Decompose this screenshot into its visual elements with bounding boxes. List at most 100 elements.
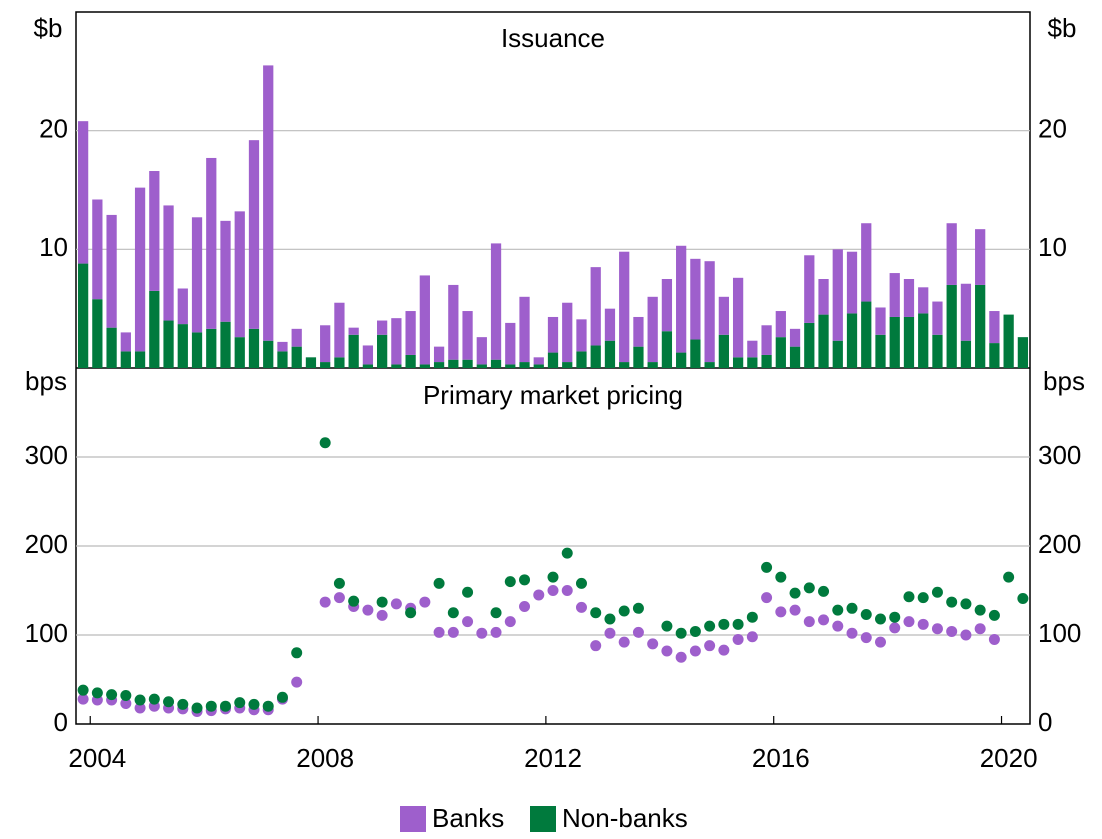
dot <box>433 577 445 589</box>
bar <box>106 327 117 368</box>
dot <box>889 611 901 623</box>
bar <box>590 345 601 368</box>
y-unit: bps <box>25 366 67 396</box>
bar <box>946 284 957 368</box>
dot <box>761 561 773 573</box>
dot <box>960 598 972 610</box>
bar <box>690 258 701 340</box>
bar <box>918 287 929 314</box>
dot <box>874 613 886 625</box>
dot <box>818 614 830 626</box>
dot <box>77 693 89 705</box>
bar <box>704 362 715 368</box>
dot <box>632 626 644 638</box>
dot <box>319 596 331 608</box>
dot <box>917 592 929 604</box>
bar <box>134 351 146 368</box>
dot <box>348 595 360 607</box>
dot <box>846 602 858 614</box>
bar <box>320 362 331 368</box>
bar <box>818 314 829 368</box>
bar <box>206 328 217 368</box>
dot <box>291 647 303 659</box>
bar <box>505 322 516 365</box>
dot <box>661 645 673 657</box>
dot <box>775 571 787 583</box>
dot <box>718 644 730 656</box>
bar <box>77 263 89 368</box>
dot <box>490 607 502 619</box>
bar <box>163 205 174 321</box>
dot <box>177 698 189 710</box>
bar <box>163 320 174 368</box>
bar <box>590 267 601 346</box>
panel-title: Primary market pricing <box>423 380 683 410</box>
dot <box>946 596 958 608</box>
bar <box>134 187 146 352</box>
dot <box>234 697 246 709</box>
legend-swatch <box>400 806 426 832</box>
y-tick-label: 300 <box>1038 440 1081 470</box>
y-tick-label: 0 <box>54 707 68 737</box>
bar <box>348 334 359 368</box>
dot <box>1017 593 1029 605</box>
dot <box>689 645 701 657</box>
dot <box>120 690 132 702</box>
bar <box>377 320 388 335</box>
bar <box>419 364 430 368</box>
bar <box>975 229 986 285</box>
bar <box>647 296 658 363</box>
bar <box>149 171 160 291</box>
bar <box>661 331 673 368</box>
bar <box>889 316 900 368</box>
bar <box>861 301 872 368</box>
bar <box>903 316 915 368</box>
dot <box>120 698 132 710</box>
dot <box>575 577 587 589</box>
dot <box>647 638 659 650</box>
bar <box>533 364 544 368</box>
dot <box>832 620 844 632</box>
bar <box>619 251 630 363</box>
y-tick-label: 10 <box>39 232 68 262</box>
bar <box>704 261 715 363</box>
dot <box>376 609 388 621</box>
dot <box>732 618 744 630</box>
x-tick-label: 2004 <box>68 743 126 773</box>
legend-label: Non-banks <box>562 803 688 833</box>
bar <box>448 359 459 368</box>
dot <box>333 577 345 589</box>
bar <box>804 322 815 368</box>
bar <box>405 354 416 368</box>
bar <box>875 307 886 335</box>
bar <box>334 357 345 368</box>
dot <box>390 598 402 610</box>
y-tick-label: 20 <box>1038 114 1067 144</box>
dot <box>803 616 815 628</box>
bar <box>405 311 416 355</box>
bar <box>775 337 786 368</box>
dot <box>291 676 303 688</box>
bar <box>604 308 616 341</box>
bar <box>291 346 302 368</box>
y-tick-label: 100 <box>1038 618 1081 648</box>
dot <box>718 618 730 630</box>
bar <box>391 364 402 368</box>
bar <box>832 249 843 341</box>
y-unit: $b <box>1048 13 1077 43</box>
dot <box>590 607 602 619</box>
panel-title: Issuance <box>501 23 605 53</box>
dot <box>148 693 160 705</box>
bar <box>747 340 758 358</box>
dot <box>889 622 901 634</box>
dot <box>988 609 1000 621</box>
bar <box>462 311 473 360</box>
dot <box>618 605 630 617</box>
x-tick-label: 2012 <box>524 743 582 773</box>
bar <box>875 334 886 368</box>
bar <box>234 211 245 338</box>
bar <box>419 275 430 365</box>
dot <box>462 616 474 628</box>
bar <box>277 341 288 352</box>
